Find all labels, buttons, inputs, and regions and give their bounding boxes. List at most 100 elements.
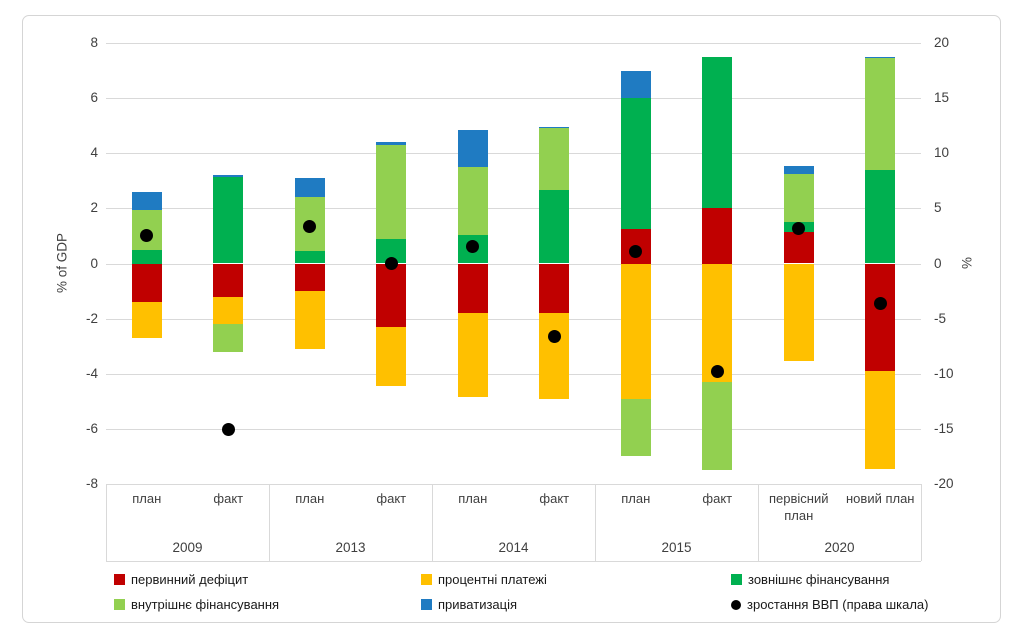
right-axis-tick-label: 0: [934, 255, 942, 271]
left-axis-tick-label: -4: [85, 365, 98, 381]
category-band-bottom-border: [106, 561, 921, 562]
gridline: [106, 428, 921, 430]
right-axis-tick-label: -15: [934, 420, 954, 436]
bar-segment: [131, 249, 162, 264]
legend-label: внутрішнє фінансування: [131, 597, 280, 612]
year-label: 2013: [335, 540, 366, 555]
category-band-top-border: [106, 484, 921, 485]
bar-segment: [783, 231, 814, 264]
legend-square-icon: [421, 599, 432, 610]
category-label: факт: [539, 491, 570, 506]
left-axis-tick-label: -2: [85, 310, 98, 326]
right-axis-tick-label: -20: [934, 476, 954, 491]
bar-segment: [376, 144, 407, 239]
left-axis-tick-label: 2: [90, 200, 98, 216]
bar-segment: [213, 296, 244, 325]
category-group-divider: [758, 484, 759, 561]
right-axis-tick-label: 20: [934, 35, 950, 50]
category-group-divider: [432, 484, 433, 561]
year-label: 2009: [172, 540, 203, 555]
bar-segment: [457, 263, 488, 314]
legend-item: зовнішнє фінансування: [731, 572, 889, 587]
gridline: [106, 318, 921, 320]
gridline: [106, 98, 921, 100]
bar-segment: [213, 176, 244, 264]
gdp-growth-dot: [629, 244, 643, 258]
category-label: план: [458, 491, 488, 506]
gdp-growth-dot: [873, 296, 887, 310]
gdp-growth-dot: [303, 219, 317, 233]
left-axis-tick-label: 0: [90, 255, 98, 271]
bar-segment: [620, 263, 651, 399]
category-label: факт: [376, 491, 407, 506]
bar-segment: [294, 291, 325, 349]
bar-segment: [131, 191, 162, 210]
gdp-growth-dot: [710, 365, 724, 379]
left-axis-tick-label: -6: [85, 420, 98, 436]
bar-segment: [865, 169, 896, 264]
bar-segment: [376, 142, 407, 145]
bar-segment: [213, 324, 244, 352]
legend-item: зростання ВВП (права шкала): [731, 597, 928, 612]
bar-segment: [783, 165, 814, 174]
left-axis-tick-label: -8: [85, 476, 98, 491]
legend-item: первинний дефіцит: [114, 572, 248, 587]
legend-label: зростання ВВП (права шкала): [747, 597, 929, 612]
bar-segment: [620, 98, 651, 230]
bar-segment: [783, 263, 814, 362]
bar-segment: [865, 263, 896, 371]
category-label: факт: [702, 491, 733, 506]
legend-dot-icon: [731, 599, 741, 610]
legend: первинний дефіцит процентні платежі зовніш…: [23, 16, 1000, 622]
gdp-growth-dot: [221, 423, 235, 437]
legend-label: зовнішнє фінансування: [748, 572, 890, 587]
bar-segment: [539, 313, 570, 399]
left-axis-tick-label: 4: [90, 145, 98, 161]
bar-segment: [702, 56, 733, 209]
bar-segment: [702, 263, 733, 383]
bar-segment: [702, 382, 733, 471]
legend-item: внутрішнє фінансування: [114, 597, 279, 612]
bar-segment: [294, 251, 325, 264]
category-label: новий план: [846, 491, 915, 506]
legend-square-icon: [114, 599, 125, 610]
bar-segment: [294, 263, 325, 292]
legend-square-icon: [114, 574, 125, 585]
right-axis-tick-label: 10: [934, 145, 950, 161]
category-label: план: [621, 491, 651, 506]
right-axis-tick-label: 15: [934, 90, 950, 106]
gridline: [106, 208, 921, 210]
bar-segment: [539, 127, 570, 129]
year-label: 2015: [661, 540, 692, 555]
bar-segment: [539, 263, 570, 314]
bar-segment: [783, 173, 814, 223]
category-group-divider: [106, 484, 107, 561]
legend-square-icon: [421, 574, 432, 585]
bar-segment: [865, 58, 896, 170]
bar-segment: [457, 129, 488, 168]
bar-segment: [620, 398, 651, 457]
right-axis-tick-label: -5: [934, 310, 947, 326]
legend-item: процентні платежі: [421, 572, 547, 587]
year-label: 2020: [824, 540, 855, 555]
bar-segment: [213, 263, 244, 297]
left-axis-tick-label: 8: [90, 35, 98, 50]
gdp-growth-dot: [384, 257, 398, 270]
gdp-growth-dot: [466, 240, 480, 254]
bar-segment: [539, 190, 570, 264]
category-axis: план факт 2009 план факт 2013 план факт 2014 план…: [23, 16, 1000, 622]
bar-segment: [131, 263, 162, 303]
year-label: 2014: [498, 540, 529, 555]
bar-segment: [702, 208, 733, 264]
gridline: [106, 263, 921, 265]
gridline: [106, 153, 921, 155]
legend-square-icon: [731, 574, 742, 585]
category-label: план: [132, 491, 162, 506]
category-group-divider: [921, 484, 922, 561]
category-group-divider: [269, 484, 270, 561]
legend-label: приватизація: [438, 597, 518, 612]
bar-segment: [213, 175, 244, 177]
bar-segment: [539, 128, 570, 191]
category-group-divider: [595, 484, 596, 561]
category-label: план: [295, 491, 325, 506]
